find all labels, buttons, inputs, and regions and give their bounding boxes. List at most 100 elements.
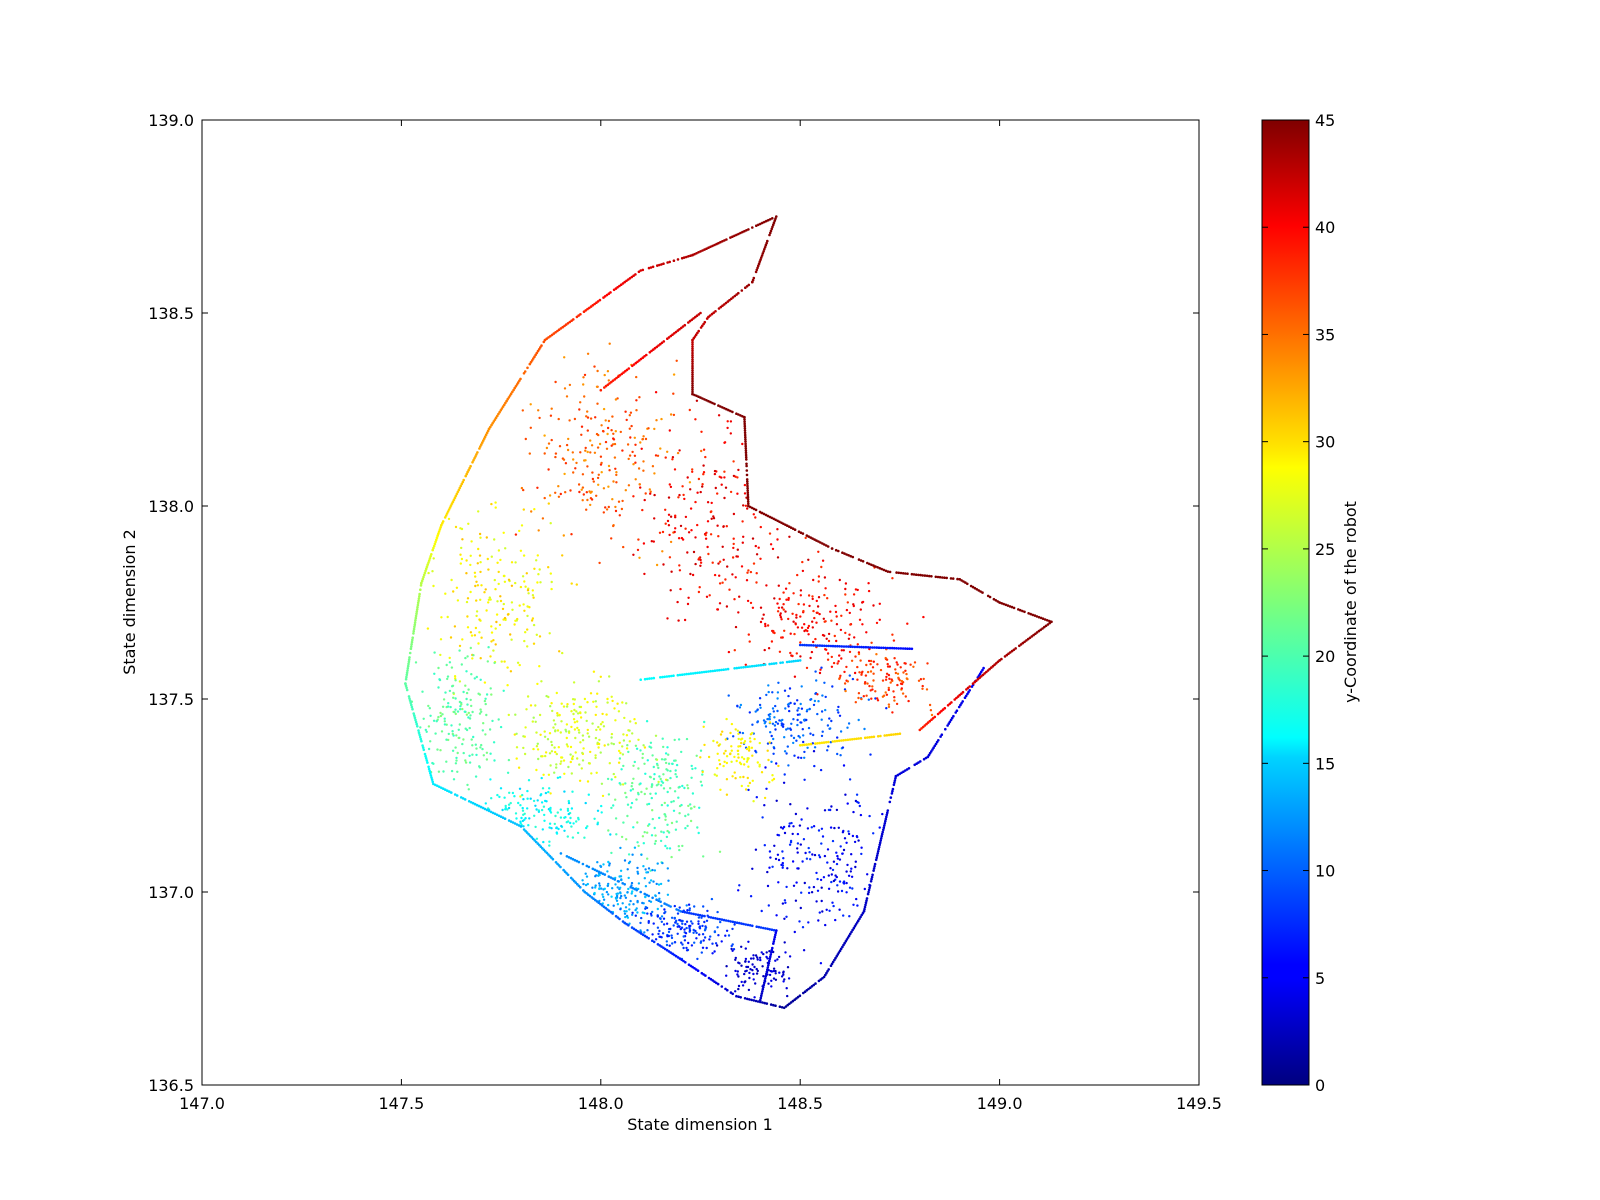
trajectory-point <box>873 862 877 866</box>
scatter-point <box>666 450 669 453</box>
scatter-point <box>698 586 701 589</box>
trajectory-point <box>836 644 839 648</box>
trajectory-point <box>731 920 735 924</box>
scatter-point <box>486 557 489 561</box>
scatter-point <box>724 749 727 753</box>
scatter-point <box>607 829 610 832</box>
trajectory-point <box>567 856 571 859</box>
scatter-point <box>584 801 587 805</box>
scatter-point <box>853 840 857 844</box>
trajectory-point <box>918 728 922 732</box>
scatter-point <box>694 536 697 539</box>
trajectory-point <box>876 850 880 853</box>
scatter-point <box>580 767 583 770</box>
trajectory-point <box>760 254 764 257</box>
scatter-point <box>854 860 857 863</box>
scatter-point <box>559 492 562 496</box>
scatter-point <box>478 712 482 715</box>
scatter-point <box>644 868 647 871</box>
trajectory-point <box>763 246 767 249</box>
scatter-point <box>858 618 862 621</box>
trajectory-point <box>932 746 935 749</box>
trajectory-point <box>875 646 879 649</box>
scatter-point <box>649 792 652 795</box>
scatter-point <box>854 865 857 869</box>
scatter-point <box>693 941 696 944</box>
trajectory-point <box>894 777 897 780</box>
scatter-point <box>610 429 613 432</box>
scatter-point <box>577 728 580 732</box>
scatter-point <box>851 677 855 681</box>
scatter-point <box>718 602 722 605</box>
scatter-point <box>642 842 645 845</box>
scatter-point <box>768 781 771 784</box>
scatter-point <box>645 871 648 874</box>
scatter-point <box>687 596 690 599</box>
trajectory-point <box>996 600 999 603</box>
trajectory-point <box>765 1002 769 1005</box>
scatter-point <box>689 920 693 923</box>
trajectory-point <box>930 750 933 753</box>
scatter-point <box>659 935 662 939</box>
scatter-point <box>856 665 859 669</box>
trajectory-point <box>581 862 585 866</box>
scatter-point <box>794 622 797 625</box>
scatter-point <box>666 847 669 850</box>
scatter-point <box>799 721 802 724</box>
trajectory-point <box>469 464 472 468</box>
trajectory-point <box>413 623 417 626</box>
trajectory-point <box>769 218 772 221</box>
trajectory-point <box>414 619 417 622</box>
trajectory-point <box>713 402 716 406</box>
scatter-point <box>730 722 734 726</box>
scatter-point <box>767 982 770 985</box>
scatter-point <box>688 907 691 910</box>
scatter-point <box>699 780 703 783</box>
scatter-point <box>581 486 585 489</box>
scatter-point <box>743 492 747 495</box>
trajectory-point <box>645 353 648 357</box>
scatter-point <box>459 527 462 530</box>
scatter-point <box>594 875 597 878</box>
scatter-point <box>553 746 556 749</box>
scatter-point <box>570 725 573 729</box>
scatter-point <box>762 975 765 978</box>
scatter-point <box>869 659 873 663</box>
scatter-point <box>778 719 781 722</box>
trajectory-point <box>823 644 826 648</box>
scatter-point <box>453 710 456 714</box>
scatter-point <box>675 775 678 778</box>
trajectory-point <box>456 490 460 494</box>
scatter-point <box>857 652 861 656</box>
trajectory-point <box>435 536 439 539</box>
scatter-point <box>639 749 642 752</box>
scatter-point <box>734 728 737 731</box>
scatter-point <box>774 978 778 981</box>
trajectory-point <box>937 739 940 742</box>
trajectory-point <box>647 937 650 940</box>
scatter-point <box>718 759 721 762</box>
trajectory-point <box>676 673 680 677</box>
y-axis-label: State dimension 2 <box>120 529 139 675</box>
trajectory-point <box>888 800 892 804</box>
scatter-point <box>541 787 545 790</box>
scatter-point <box>768 850 772 853</box>
scatter-point <box>860 697 863 701</box>
scatter-point <box>667 930 671 934</box>
scatter-point <box>651 933 654 936</box>
scatter-point <box>813 853 817 857</box>
trajectory-point <box>511 821 515 824</box>
scatter-point <box>718 560 722 563</box>
scatter-point <box>926 662 929 665</box>
scatter-point <box>793 632 796 636</box>
scatter-point <box>432 557 435 560</box>
scatter-point <box>532 716 535 719</box>
scatter-point <box>562 759 566 762</box>
scatter-point <box>696 826 699 829</box>
trajectory-point <box>405 686 408 690</box>
scatter-point <box>832 904 835 908</box>
scatter-point <box>454 677 457 680</box>
scatter-point <box>436 748 439 751</box>
trajectory-point <box>420 579 424 583</box>
scatter-point <box>668 944 671 947</box>
